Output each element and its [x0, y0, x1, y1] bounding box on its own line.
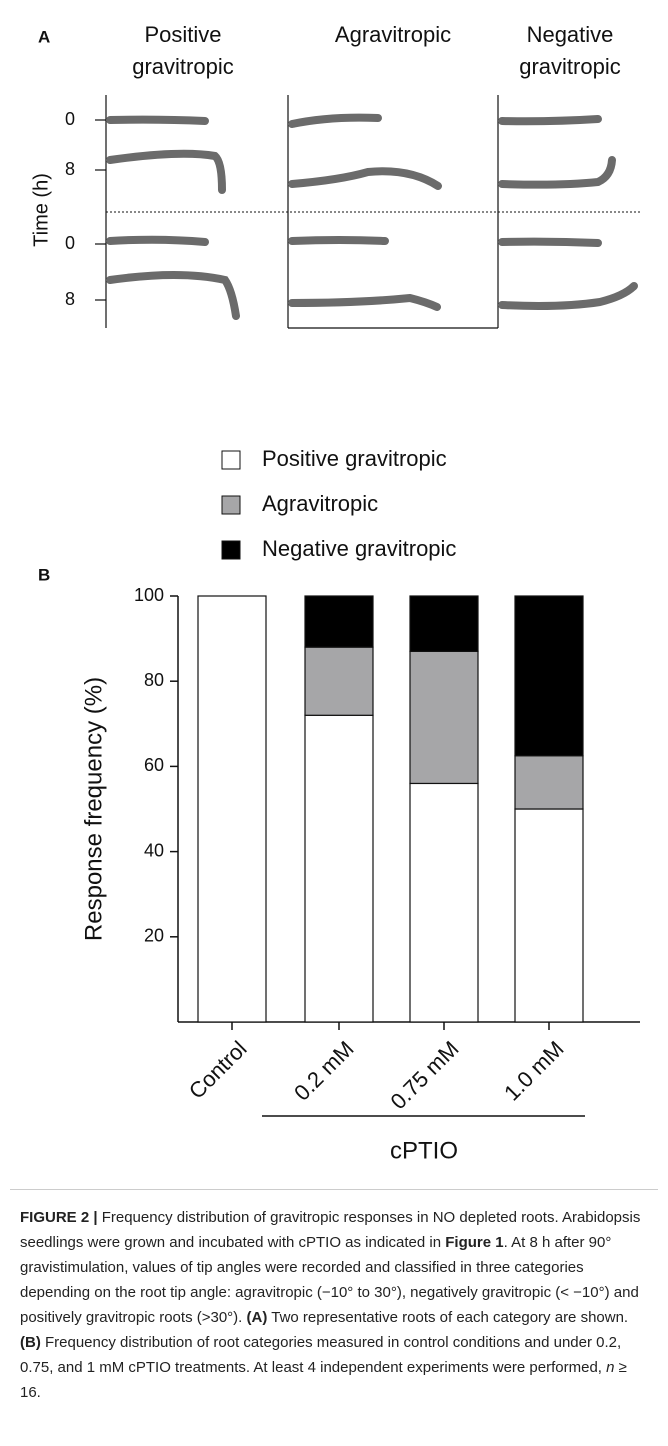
bar-segment	[305, 715, 373, 1022]
row-label: 0	[65, 109, 75, 129]
caption-ref: (A)	[247, 1309, 268, 1326]
figure: A Positive gravitropic Agravitropic Nega…	[0, 0, 668, 1190]
x-tick-label: 0.75 mM	[385, 1036, 463, 1114]
legend-label: Negative gravitropic	[262, 536, 456, 561]
caption-text: Frequency distribution of root categorie…	[20, 1334, 621, 1376]
bar-segment	[198, 596, 266, 1022]
legend-swatch	[222, 451, 240, 469]
y-axis-label: Response frequency (%)	[80, 677, 107, 941]
caption-ref: (B)	[20, 1334, 41, 1351]
root-images	[110, 118, 634, 316]
bar-segment	[515, 809, 583, 1022]
column-header: Positive	[144, 22, 221, 47]
column-header: Agravitropic	[335, 22, 451, 47]
x-tick-label: 1.0 mM	[499, 1036, 569, 1106]
x-tick-label: Control	[184, 1036, 252, 1104]
bar-segment	[410, 651, 478, 783]
page: A Positive gravitropic Agravitropic Nega…	[0, 0, 668, 1446]
bar-segment	[515, 756, 583, 809]
bar-segment	[410, 596, 478, 651]
column-header: gravitropic	[132, 54, 233, 79]
root-panel	[95, 95, 640, 328]
column-header: Negative	[527, 22, 614, 47]
legend-label: Agravitropic	[262, 491, 378, 516]
y-tick-label: 100	[134, 585, 164, 605]
caption-ref: Figure 1	[445, 1234, 503, 1251]
y-tick-label: 80	[144, 670, 164, 690]
y-tick-label: 20	[144, 926, 164, 946]
y-axis-label: Time (h)	[30, 173, 52, 247]
bar-segment	[305, 596, 373, 647]
panel-label: B	[38, 565, 50, 584]
row-label: 8	[65, 289, 75, 309]
bar-segment	[305, 647, 373, 715]
caption-figure-label: FIGURE 2 |	[20, 1209, 98, 1226]
y-tick-label: 60	[144, 755, 164, 775]
row-label: 0	[65, 233, 75, 253]
y-tick-label: 40	[144, 840, 164, 860]
caption: FIGURE 2 | Frequency distribution of gra…	[20, 1205, 648, 1405]
legend-swatch	[222, 496, 240, 514]
chart: B Response frequency (%) cPTIO 20 40 60 80 1…	[38, 446, 640, 1165]
caption-text: Two representative roots of each categor…	[267, 1309, 628, 1326]
column-header: gravitropic	[519, 54, 620, 79]
bar-segment	[410, 783, 478, 1022]
x-tick-label: 0.2 mM	[289, 1036, 359, 1106]
legend-swatch	[222, 541, 240, 559]
group-label: cPTIO	[390, 1137, 458, 1164]
bar-segment	[515, 596, 583, 756]
row-label: 8	[65, 159, 75, 179]
panel-label: A	[38, 27, 50, 46]
legend-label: Positive gravitropic	[262, 446, 447, 471]
